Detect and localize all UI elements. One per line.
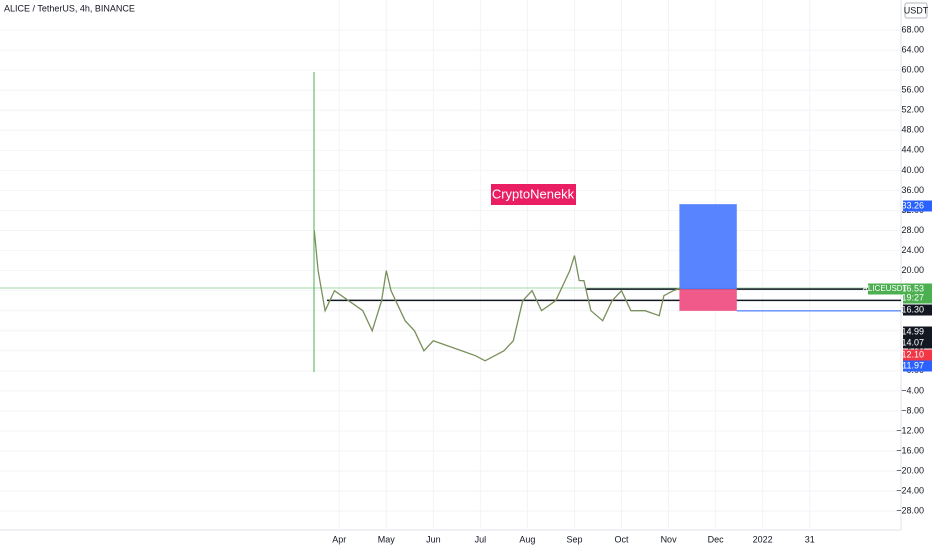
watermark: CryptoNenekk [492,186,575,201]
x-tick-label: Jun [426,534,441,544]
y-tick-label: 36.00 [901,185,924,195]
y-tick-label: −28.00 [896,506,924,516]
y-tick-label: 56.00 [901,85,924,95]
currency-box[interactable] [904,2,928,19]
x-tick-label: Sep [566,534,582,544]
price-label-box [903,360,932,372]
x-tick-label: Oct [615,534,630,544]
countdown: 19:27 [901,292,924,302]
x-tick-label: Dec [708,534,725,544]
y-tick-label: 68.00 [901,24,924,34]
price-label-box [903,326,932,338]
price-label-box [903,283,932,304]
target-zone [679,204,737,290]
y-tick-label: −16.00 [896,445,924,455]
price-label: 14.99 [901,326,924,336]
price-label-box [903,200,932,212]
y-tick-label: 28.00 [901,225,924,235]
price-label-box [903,337,932,349]
x-tick-label: Jul [475,534,487,544]
y-tick-label: −4.00 [901,385,924,395]
x-tick-label: 2022 [753,534,773,544]
symbol-label-box [868,283,903,295]
y-tick-label: 52.00 [901,105,924,115]
stop-zone [679,289,737,311]
price-label: 12.10 [901,349,924,359]
x-tick-label: May [378,534,396,544]
price-label: 11.97 [902,360,924,370]
y-tick-label: 20.00 [901,265,924,275]
x-tick-label: Nov [661,534,678,544]
y-tick-label: −8.00 [901,405,924,415]
x-tick-label: 31 [805,534,815,544]
x-tick-label: Apr [332,534,346,544]
price-label: 16.30 [901,304,924,314]
x-tick-label: Aug [519,534,535,544]
price-label-box [903,349,932,361]
y-tick-label: 60.00 [901,65,924,75]
symbol-title: ALICE / TetherUS, 4h, BINANCE [4,3,135,13]
y-tick-label: −24.00 [896,485,924,495]
price-label-box [903,304,932,316]
price-label: 16.53 [901,283,924,293]
y-tick-label: 40.00 [901,165,924,175]
y-tick-label: 44.00 [901,145,924,155]
price-line [313,230,682,362]
currency[interactable]: USDT [904,5,929,15]
y-tick-label: 64.00 [901,44,924,54]
price-label: 14.07 [901,337,924,347]
symbol-label: ALICEUSDT [863,284,908,293]
price-label: 33.26 [901,200,924,210]
watermark-box [491,184,576,205]
y-tick-label: 48.00 [901,125,924,135]
y-tick-label: 24.00 [901,245,924,255]
y-tick-label: −20.00 [896,465,924,475]
y-tick-label: −12.00 [896,425,924,435]
